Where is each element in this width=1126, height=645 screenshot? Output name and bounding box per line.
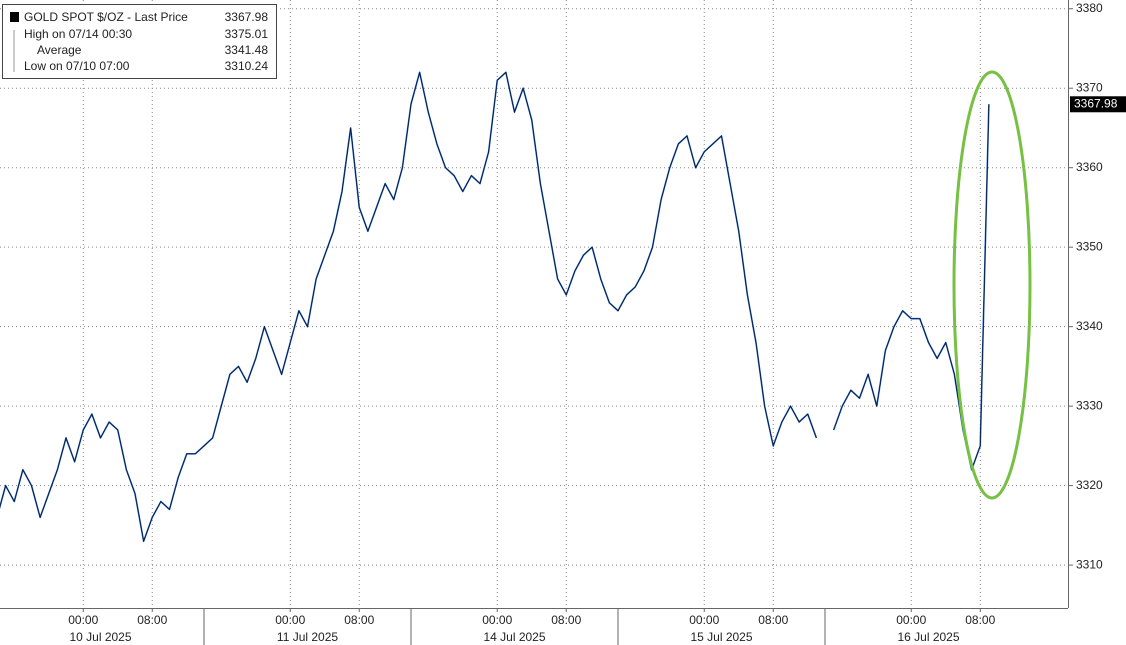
x-tick-label: 08:00 [758,613,788,627]
y-tick-label: 3350 [1076,239,1103,253]
legend-value: 3367.98 [225,10,269,24]
x-tick-label: 08:00 [137,613,167,627]
stat-label: High on 07/14 00:30 [24,27,132,41]
x-tick-label: 00:00 [482,613,512,627]
x-group-label: 11 Jul 2025 [277,630,338,644]
y-tick-label: 3360 [1076,160,1103,174]
legend: GOLD SPOT $/OZ - Last Price 3367.98 High… [2,4,277,79]
legend-swatch [10,12,19,22]
x-group-label: 10 Jul 2025 [69,630,131,644]
y-tick-label: 3370 [1076,80,1103,94]
highlight-ellipse [952,70,1032,500]
y-tick-label: 3330 [1076,398,1103,412]
x-tick-label: 08:00 [965,613,995,627]
x-tick-label: 00:00 [275,613,305,627]
x-tick-label: 00:00 [896,613,926,627]
last-price-tag [1070,96,1126,113]
stat-label: Average [37,43,82,57]
x-tick-label: 08:00 [551,613,581,627]
stat-value: 3375.01 [225,27,269,41]
x-group-label: 16 Jul 2025 [897,630,959,644]
last-price-label: 3367.98 [1074,96,1118,110]
x-tick-label: 00:00 [68,613,98,627]
x-group-label: 14 Jul 2025 [483,630,545,644]
y-tick-label: 3340 [1076,319,1103,333]
legend-box [2,4,277,79]
x-tick-label: 08:00 [344,613,374,627]
stat-value: 3341.48 [225,43,269,57]
grid [0,0,1068,608]
stat-label: Low on 07/10 07:00 [24,59,130,73]
y-tick-label: 3320 [1076,478,1103,492]
y-tick-label: 3380 [1076,1,1103,15]
stat-value: 3310.24 [225,59,269,73]
x-tick-label: 00:00 [689,613,719,627]
legend-label: GOLD SPOT $/OZ - Last Price [24,10,188,24]
y-tick-label: 3310 [1076,557,1103,571]
x-group-label: 15 Jul 2025 [690,630,752,644]
